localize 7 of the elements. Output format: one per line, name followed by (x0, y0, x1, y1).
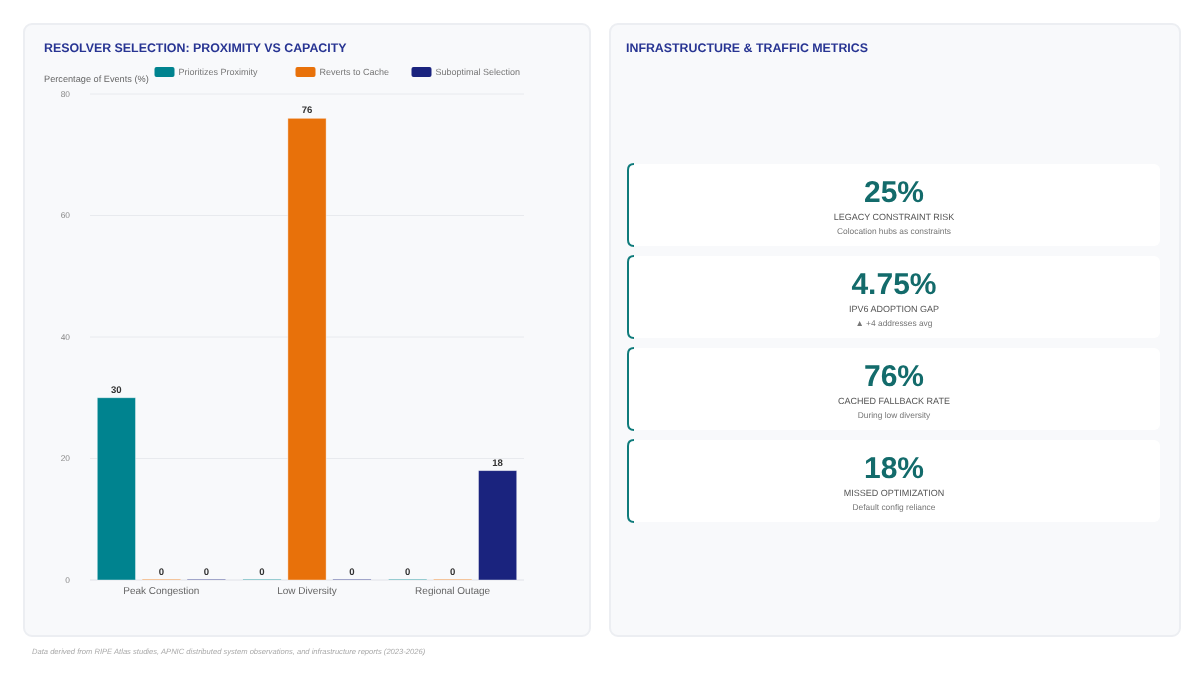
text: 76% (863, 360, 925, 394)
bar (96, 397, 136, 581)
text: 4.75% (851, 268, 937, 302)
bar (478, 470, 518, 581)
text: 25% (863, 176, 925, 210)
bar (287, 117, 327, 581)
text: 18% (863, 452, 925, 486)
